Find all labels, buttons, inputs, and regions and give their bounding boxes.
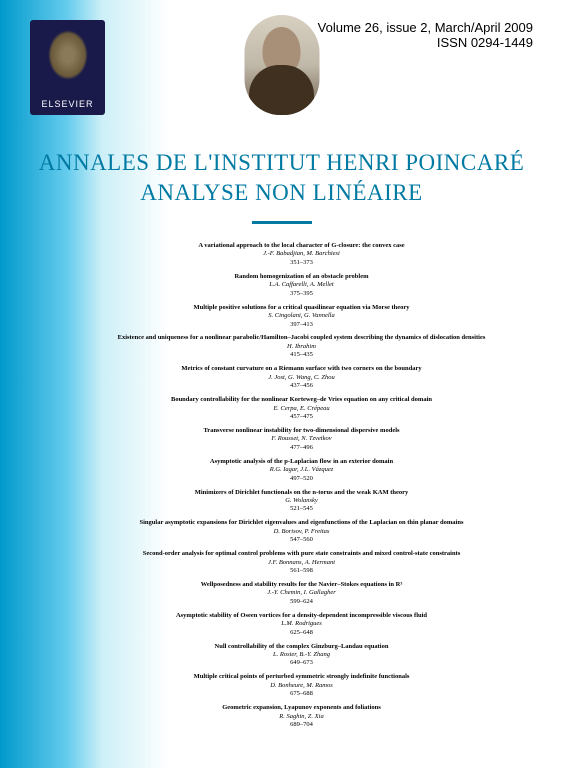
article-pages: 397–413 [110,321,493,329]
journal-title-line-2: ANALYSE NON LINÉAIRE [20,180,543,206]
elsevier-logo: ELSEVIER [30,20,105,115]
article-title: Asymptotic stability of Oseen vortices f… [110,612,493,620]
article-title: Random homogenization of an obstacle pro… [110,273,493,281]
issn: ISSN 0294-1449 [318,35,533,50]
toc-article: Asymptotic analysis of the p-Laplacian f… [110,458,493,483]
article-authors: J.-Y. Chemin, I. Gallagher [110,589,493,597]
article-title: Wellposedness and stability results for … [110,581,493,589]
article-title: Metrics of constant curvature on a Riema… [110,365,493,373]
article-pages: 375–395 [110,290,493,298]
toc-article: Multiple positive solutions for a critic… [110,304,493,329]
article-authors: E. Cerpa, E. Crépeau [110,405,493,413]
toc-article: Singular asymptotic expansions for Diric… [110,519,493,544]
article-authors: J. Jost, G. Wang, C. Zhou [110,374,493,382]
article-authors: S. Cingolani, G. Vannella [110,312,493,320]
article-title: A variational approach to the local char… [110,242,493,250]
toc-article: Geometric expansion, Lyapunov exponents … [110,704,493,729]
article-authors: L. Rosier, B.-Y. Zhang [110,651,493,659]
article-title: Second-order analysis for optimal contro… [110,550,493,558]
article-authors: R.G. Iagar, J.L. Vázquez [110,466,493,474]
article-pages: 649–673 [110,659,493,667]
article-pages: 561–598 [110,567,493,575]
article-pages: 477–496 [110,444,493,452]
article-title: Null controllability of the complex Ginz… [110,643,493,651]
article-authors: J.F. Bonnans, A. Hermant [110,559,493,567]
toc-article: Minimizers of Dirichlet functionals on t… [110,489,493,514]
toc-article: Existence and uniqueness for a nonlinear… [110,334,493,359]
article-pages: 415–435 [110,351,493,359]
article-title: Multiple positive solutions for a critic… [110,304,493,312]
article-title: Asymptotic analysis of the p-Laplacian f… [110,458,493,466]
article-authors: L.A. Caffarelli, A. Mellet [110,281,493,289]
journal-title-block: ANNALES DE L'INSTITUT HENRI POINCARÉ ANA… [0,150,563,206]
article-authors: R. Saghin, Z. Xia [110,713,493,721]
article-authors: D. Borisov, P. Freitas [110,528,493,536]
article-authors: J.-F. Babadjian, M. Barchiesi [110,250,493,258]
article-pages: 625–648 [110,629,493,637]
article-title: Transverse nonlinear instability for two… [110,427,493,435]
toc-article: Random homogenization of an obstacle pro… [110,273,493,298]
article-pages: 521–545 [110,505,493,513]
article-pages: 675–688 [110,690,493,698]
toc-article: Wellposedness and stability results for … [110,581,493,606]
issue-info: Volume 26, issue 2, March/April 2009 ISS… [318,20,533,50]
journal-title-line-1: ANNALES DE L'INSTITUT HENRI POINCARÉ [20,150,543,176]
article-authors: D. Bonheure, M. Ramos [110,682,493,690]
article-authors: F. Rousset, N. Tzvetkov [110,435,493,443]
article-authors: H. Ibrahim [110,343,493,351]
article-title: Multiple critical points of perturbed sy… [110,673,493,681]
article-pages: 599–624 [110,598,493,606]
article-pages: 437–456 [110,382,493,390]
article-title: Minimizers of Dirichlet functionals on t… [110,489,493,497]
article-title: Boundary controllability for the nonline… [110,396,493,404]
table-of-contents: A variational approach to the local char… [0,242,563,730]
article-pages: 497–520 [110,475,493,483]
toc-article: Multiple critical points of perturbed sy… [110,673,493,698]
title-divider [252,221,312,224]
article-pages: 689–704 [110,721,493,729]
article-pages: 457–475 [110,413,493,421]
toc-article: Boundary controllability for the nonline… [110,396,493,421]
toc-article: Null controllability of the complex Ginz… [110,643,493,668]
article-title: Existence and uniqueness for a nonlinear… [110,334,493,342]
toc-article: Metrics of constant curvature on a Riema… [110,365,493,390]
article-authors: G. Wolansky [110,497,493,505]
header-row: ELSEVIER Volume 26, issue 2, March/April… [0,0,563,130]
article-title: Geometric expansion, Lyapunov exponents … [110,704,493,712]
article-pages: 351–373 [110,259,493,267]
article-pages: 547–560 [110,536,493,544]
volume-issue-date: Volume 26, issue 2, March/April 2009 [318,20,533,35]
toc-article: Asymptotic stability of Oseen vortices f… [110,612,493,637]
article-authors: L.M. Rodrigues [110,620,493,628]
toc-article: Second-order analysis for optimal contro… [110,550,493,575]
article-title: Singular asymptotic expansions for Diric… [110,519,493,527]
publisher-name: ELSEVIER [41,99,93,109]
toc-article: Transverse nonlinear instability for two… [110,427,493,452]
poincare-portrait [244,15,319,115]
toc-article: A variational approach to the local char… [110,242,493,267]
